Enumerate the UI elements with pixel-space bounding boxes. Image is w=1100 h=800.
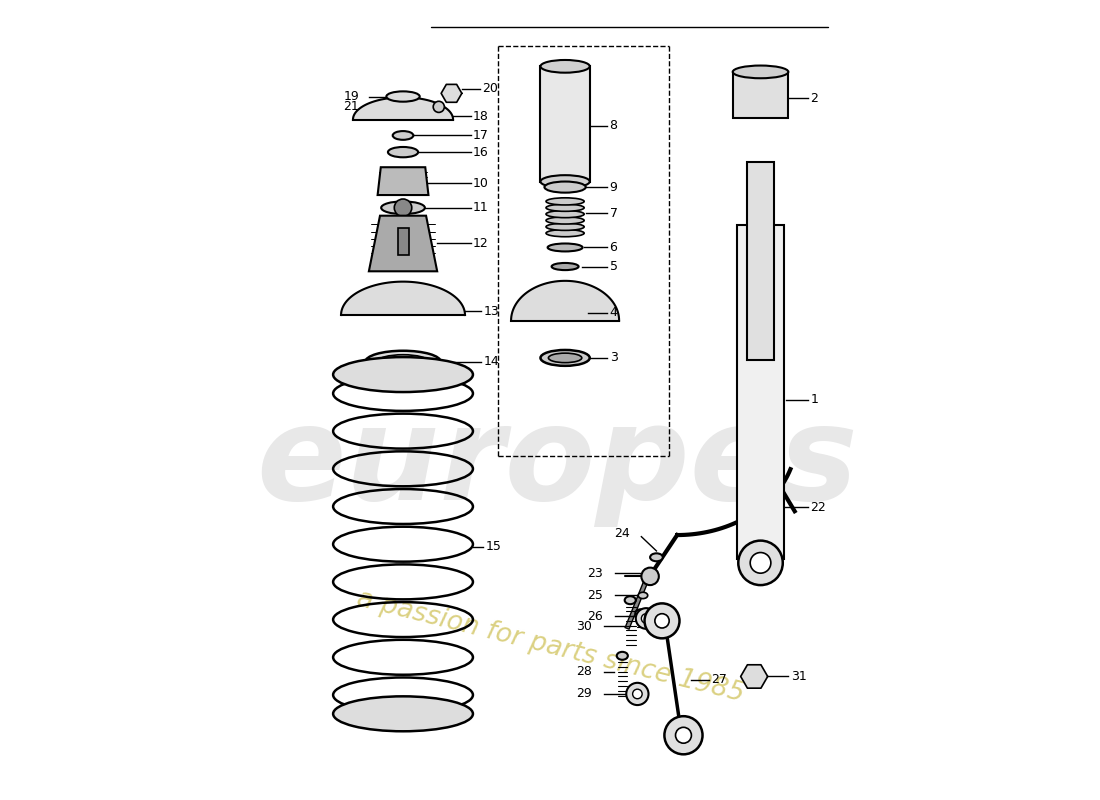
Ellipse shape [638,592,648,598]
Text: 7: 7 [609,207,617,220]
Text: 17: 17 [473,129,488,142]
Circle shape [664,716,703,754]
Ellipse shape [546,223,584,230]
Ellipse shape [365,350,441,373]
Ellipse shape [549,353,582,362]
Text: a passion for parts since 1985: a passion for parts since 1985 [353,586,747,707]
Text: 21: 21 [343,100,360,114]
Text: 25: 25 [587,589,603,602]
Text: 12: 12 [473,237,488,250]
Text: europes: europes [256,400,858,527]
Ellipse shape [546,230,584,237]
Text: 9: 9 [609,181,617,194]
Circle shape [632,689,642,698]
Text: 28: 28 [576,666,592,678]
FancyBboxPatch shape [540,66,590,182]
Text: 10: 10 [473,177,488,190]
Text: 29: 29 [576,687,592,701]
Text: 3: 3 [609,351,617,364]
Ellipse shape [546,204,584,211]
Circle shape [394,199,411,217]
Circle shape [433,102,444,113]
Ellipse shape [733,66,789,78]
Ellipse shape [546,198,584,205]
Text: 23: 23 [587,566,603,580]
Ellipse shape [393,131,414,140]
Text: 8: 8 [609,119,617,133]
Ellipse shape [388,147,418,158]
Text: 22: 22 [811,501,826,514]
Text: 6: 6 [609,241,617,254]
Circle shape [750,553,771,573]
Ellipse shape [540,60,590,73]
Ellipse shape [650,554,663,562]
Text: 4: 4 [609,306,617,319]
Text: 30: 30 [576,620,592,633]
Text: 2: 2 [811,92,818,105]
Text: 1: 1 [811,394,818,406]
Ellipse shape [382,202,425,214]
Polygon shape [740,665,768,688]
Circle shape [654,614,669,628]
Polygon shape [353,98,453,119]
Text: 24: 24 [614,527,629,540]
Circle shape [675,727,692,743]
Circle shape [636,608,657,629]
Text: 5: 5 [609,260,617,273]
Ellipse shape [333,357,473,392]
Ellipse shape [333,696,473,731]
Polygon shape [441,85,462,102]
Text: 19: 19 [343,90,360,103]
Circle shape [626,683,649,705]
Text: 18: 18 [473,110,488,123]
FancyBboxPatch shape [733,72,789,118]
FancyBboxPatch shape [737,226,784,559]
Circle shape [645,603,680,638]
FancyBboxPatch shape [747,162,774,360]
Ellipse shape [540,175,590,188]
Text: 26: 26 [587,610,603,622]
Text: 27: 27 [712,673,727,686]
Polygon shape [377,167,429,195]
Ellipse shape [625,596,636,604]
Ellipse shape [544,182,585,193]
Text: 16: 16 [473,146,488,158]
Circle shape [641,614,651,623]
Ellipse shape [551,263,579,270]
Ellipse shape [386,91,420,102]
Ellipse shape [546,210,584,218]
Ellipse shape [546,217,584,224]
Polygon shape [341,282,465,315]
Circle shape [738,541,783,585]
FancyBboxPatch shape [398,228,409,255]
Text: 14: 14 [483,355,499,368]
Circle shape [641,568,659,585]
Ellipse shape [548,243,583,251]
Text: 31: 31 [791,670,806,683]
Text: 15: 15 [486,541,502,554]
Polygon shape [368,216,437,271]
Text: 20: 20 [483,82,498,95]
Polygon shape [512,281,619,321]
Ellipse shape [540,350,590,366]
Text: 11: 11 [473,202,488,214]
Ellipse shape [617,652,628,660]
Text: 13: 13 [483,305,499,318]
Ellipse shape [377,354,429,369]
Ellipse shape [636,610,646,617]
